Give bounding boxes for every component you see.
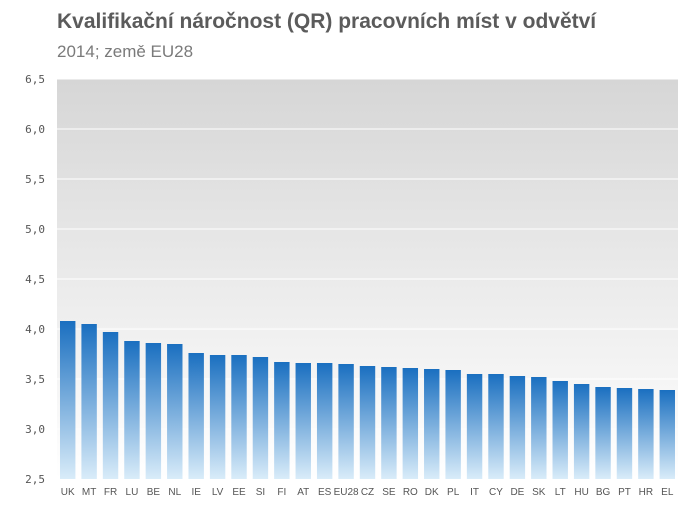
x-tick-label: EE xyxy=(232,487,246,498)
x-tick-label: DE xyxy=(510,487,524,498)
y-tick-label: 6,5 xyxy=(25,73,45,86)
x-tick-label: ES xyxy=(318,487,332,498)
bar-si xyxy=(252,357,269,479)
bar-de xyxy=(509,376,526,479)
bar-lt xyxy=(552,381,568,479)
bar-be xyxy=(145,343,162,479)
x-tick-label: DK xyxy=(425,487,439,498)
x-tick-label: IT xyxy=(470,487,479,498)
x-tick-label: NL xyxy=(168,487,181,498)
x-tick-label: HU xyxy=(574,487,588,498)
bar-sk xyxy=(531,377,547,479)
x-tick-label: CZ xyxy=(361,487,374,498)
bar-uk xyxy=(59,321,76,479)
bar-cz xyxy=(359,366,376,479)
x-tick-label: BG xyxy=(596,487,611,498)
bar-fr xyxy=(102,332,119,479)
bar-fi xyxy=(274,362,290,479)
x-tick-label: FI xyxy=(277,487,286,498)
bar-hu xyxy=(573,384,590,479)
bar-it xyxy=(466,374,483,479)
x-tick-label: EL xyxy=(661,487,674,498)
x-tick-label: CY xyxy=(489,487,503,498)
y-tick-label: 3,5 xyxy=(25,373,45,386)
x-tick-label: RO xyxy=(403,487,418,498)
bar-at xyxy=(295,363,311,479)
x-tick-label: AT xyxy=(297,487,309,498)
x-tick-label: SI xyxy=(256,487,265,498)
bar-es xyxy=(316,363,333,479)
x-tick-label: LU xyxy=(126,487,139,498)
bar-nl xyxy=(167,344,183,479)
x-tick-label: BE xyxy=(147,487,161,498)
bar-lu xyxy=(124,341,140,479)
x-tick-label: SK xyxy=(532,487,546,498)
chart-subtitle: 2014; země EU28 xyxy=(57,42,194,61)
y-tick-label: 2,5 xyxy=(25,473,45,486)
bar-el xyxy=(659,390,676,479)
x-tick-label: IE xyxy=(191,487,201,498)
y-tick-label: 5,5 xyxy=(25,173,45,186)
y-tick-label: 4,5 xyxy=(25,273,45,286)
x-tick-label: PL xyxy=(447,487,460,498)
chart-title: Kvalifikační náročnost (QR) pracovních m… xyxy=(57,10,597,33)
bar-ie xyxy=(188,353,204,479)
x-tick-label: HR xyxy=(639,487,653,498)
bar-ee xyxy=(231,355,247,479)
x-tick-label: LV xyxy=(212,487,224,498)
bar-hr xyxy=(638,389,654,479)
x-tick-label: SE xyxy=(382,487,396,498)
bar-ro xyxy=(402,368,419,479)
bar-pl xyxy=(445,370,461,479)
bar-se xyxy=(381,367,397,479)
x-tick-label: EU28 xyxy=(334,487,359,498)
y-tick-label: 4,0 xyxy=(25,323,45,336)
x-tick-label: LT xyxy=(555,487,566,498)
bar-bg xyxy=(595,387,611,479)
y-tick-label: 5,0 xyxy=(25,223,45,236)
y-tick-label: 3,0 xyxy=(25,423,45,436)
bar-cy xyxy=(488,374,504,479)
bar-pt xyxy=(616,388,633,479)
bar-dk xyxy=(424,369,440,479)
bar-lv xyxy=(209,355,226,479)
bar-eu28 xyxy=(338,364,354,479)
y-tick-label: 6,0 xyxy=(25,123,45,136)
x-tick-label: PT xyxy=(618,487,631,498)
bar-mt xyxy=(81,324,97,479)
x-tick-label: FR xyxy=(104,487,117,498)
x-tick-label: MT xyxy=(82,487,96,498)
x-tick-label: UK xyxy=(61,487,75,498)
